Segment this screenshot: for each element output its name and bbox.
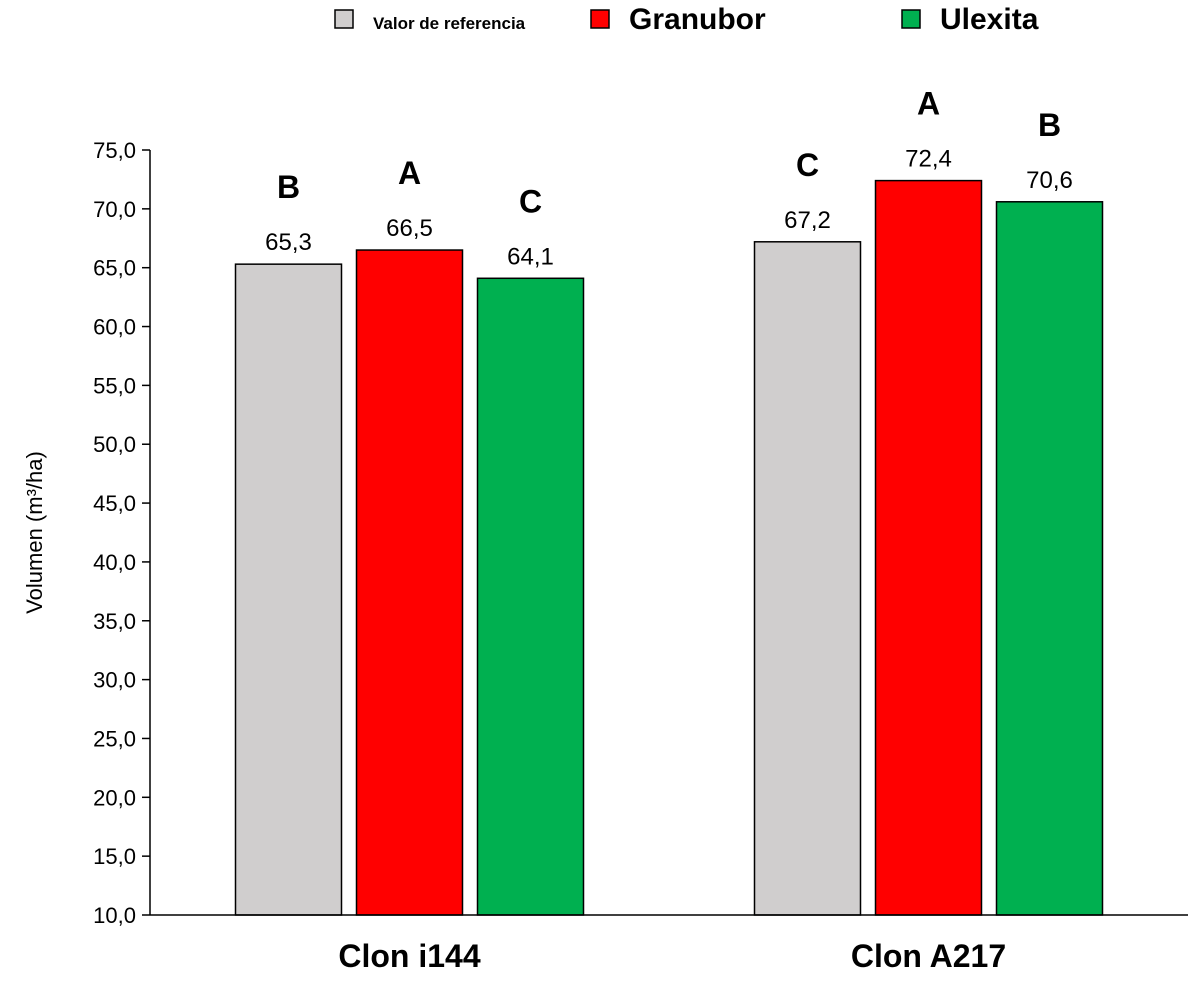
y-tick-label: 65,0 xyxy=(93,256,136,281)
legend-swatch xyxy=(901,9,921,29)
legend-label: Granubor xyxy=(629,3,766,36)
y-axis: 10,0 15,0 20,0 25,0 30,0 35,0 40,0 45,0 50,0 55,0… xyxy=(93,138,151,928)
y-tick-label: 30,0 xyxy=(93,668,136,693)
y-tick-label: 40,0 xyxy=(93,550,136,575)
y-tick-label: 75,0 xyxy=(93,138,136,163)
significance-letter: B xyxy=(277,169,300,205)
significance-letter: B xyxy=(1038,107,1061,143)
y-tick-label: 10,0 xyxy=(93,903,136,928)
y-tick-label: 45,0 xyxy=(93,491,136,516)
bar xyxy=(476,277,585,916)
bar xyxy=(874,179,983,916)
bar xyxy=(234,263,343,916)
data-label: 65,3 xyxy=(265,229,312,256)
y-tick-label: 15,0 xyxy=(93,844,136,869)
legend-item: Ulexita xyxy=(901,3,1039,36)
data-label: 64,1 xyxy=(507,243,554,270)
legend-label: Valor de referencia xyxy=(373,14,526,33)
bar xyxy=(753,241,862,916)
legend: Valor de referencia Granubor Ulexita xyxy=(334,3,1039,36)
significance-letter: A xyxy=(398,155,421,191)
legend-item: Valor de referencia xyxy=(334,9,526,33)
plot-area: 65,3 B 66,5 A 64,1 C 67,2 C 72,4 A 70,6 B xyxy=(234,86,1104,916)
x-tick-label: Clon i144 xyxy=(338,938,480,974)
bar xyxy=(355,249,464,916)
legend-label: Ulexita xyxy=(940,3,1039,36)
data-label: 67,2 xyxy=(784,207,831,234)
legend-item: Granubor xyxy=(590,3,766,36)
significance-letter: C xyxy=(796,147,819,183)
y-tick-label: 55,0 xyxy=(93,373,136,398)
x-tick-label: Clon A217 xyxy=(851,938,1006,974)
y-tick-label: 35,0 xyxy=(93,609,136,634)
legend-swatch xyxy=(590,9,610,29)
significance-letter: A xyxy=(917,86,940,122)
y-tick-label: 70,0 xyxy=(93,197,136,222)
y-tick-label: 60,0 xyxy=(93,315,136,340)
y-tick-label: 20,0 xyxy=(93,785,136,810)
legend-swatch xyxy=(334,9,354,29)
significance-letter: C xyxy=(519,183,542,219)
y-axis-label: Volumen (m³/ha) xyxy=(22,451,47,614)
bar xyxy=(995,201,1104,916)
data-label: 70,6 xyxy=(1026,167,1073,194)
y-tick-label: 50,0 xyxy=(93,432,136,457)
data-label: 72,4 xyxy=(905,146,952,173)
data-label: 66,5 xyxy=(386,215,433,242)
y-tick-label: 25,0 xyxy=(93,726,136,751)
x-axis: Clon i144 Clon A217 xyxy=(150,914,1188,974)
